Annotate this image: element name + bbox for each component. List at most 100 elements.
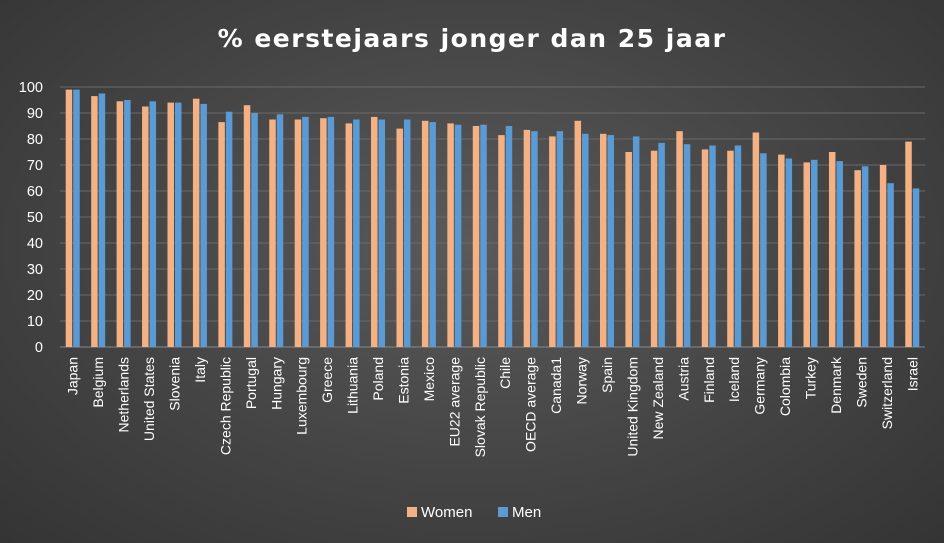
bar-men (582, 133, 589, 347)
x-tick-label: Germany (752, 357, 768, 415)
bar-women (218, 122, 225, 347)
bar-men (632, 136, 640, 347)
bar-women (879, 165, 887, 347)
x-tick-label: Estonia (395, 357, 411, 404)
y-tick-label: 80 (27, 132, 43, 148)
bar-men (73, 89, 80, 347)
y-tick-label: 100 (19, 80, 43, 96)
x-tick-label: Netherlands (116, 357, 132, 433)
x-tick-label: Chile (497, 357, 513, 389)
bar-women (320, 118, 327, 347)
bar-women (574, 120, 582, 347)
x-tick-label: Finland (701, 357, 717, 403)
bar-women (650, 150, 658, 347)
bar-men (760, 153, 767, 347)
bar-women (167, 102, 174, 347)
bar-women (523, 129, 531, 347)
bar-women (116, 101, 124, 347)
bar-men (480, 124, 487, 347)
bar-men (811, 159, 818, 347)
x-tick-label: EU22 average (446, 357, 462, 447)
bar-women (371, 116, 378, 348)
x-tick-label: Slovenia (166, 357, 182, 411)
x-tick-label: United Kingdom (624, 357, 640, 457)
x-tick-label: Poland (370, 357, 386, 401)
legend: Women Men (407, 504, 541, 521)
bar-women (192, 98, 200, 347)
bar-women (91, 96, 98, 347)
y-tick-label: 30 (27, 262, 43, 278)
bar-women (421, 120, 429, 347)
bar-women (243, 105, 251, 347)
bar-men (785, 158, 793, 347)
x-tick-label: Canada1 (548, 357, 564, 414)
legend-label-women: Women (421, 504, 472, 521)
legend-label-men: Men (512, 504, 541, 521)
bar-men (658, 142, 665, 347)
y-tick-label: 50 (27, 210, 43, 226)
x-tick-label: New Zealand (650, 357, 666, 440)
x-tick-label: Austria (675, 357, 691, 401)
y-tick-label: 20 (27, 288, 43, 304)
bar-women (803, 162, 811, 347)
x-tick-label: Belgium (90, 357, 106, 408)
y-tick-label: 40 (27, 236, 43, 252)
bar-women (625, 152, 632, 347)
bar-women (676, 131, 683, 347)
bar-men (98, 93, 106, 347)
bar-women (65, 89, 73, 347)
legend-swatch-men (498, 507, 508, 517)
bar-men (302, 116, 309, 348)
bar-men (454, 124, 462, 347)
x-tick-label: Lithuania (345, 357, 361, 414)
y-tick-label: 10 (27, 314, 43, 330)
bar-women (345, 123, 353, 348)
bar-men (327, 116, 335, 348)
bar-women (854, 170, 861, 347)
y-tick-label: 0 (35, 340, 43, 356)
x-tick-label: Israel (904, 357, 920, 391)
bar-men (836, 161, 843, 347)
x-tick-label: Japan (65, 357, 81, 395)
bar-men (556, 131, 564, 347)
bar-men (734, 145, 742, 347)
legend-swatch-women (407, 507, 417, 517)
bar-men (531, 131, 538, 347)
bar-men (912, 188, 920, 347)
x-tick-label: Slovak Republic (472, 357, 488, 457)
x-tick-label: OECD average (523, 357, 539, 452)
bar-men (505, 126, 513, 347)
y-tick-label: 60 (27, 184, 43, 200)
bar-women (752, 132, 760, 347)
y-axis-ticks: 0 10 20 30 40 50 60 70 80 90 100 (19, 80, 43, 356)
bar-women (828, 152, 836, 347)
bar-women (498, 135, 505, 347)
bar-women (727, 150, 734, 347)
bar-women (447, 123, 454, 348)
bar-women (294, 119, 302, 347)
bar-men (683, 144, 691, 347)
x-tick-label: Italy (192, 357, 208, 383)
bar-men (225, 111, 233, 347)
x-tick-label: Czech Republic (217, 357, 233, 455)
gridlines (60, 86, 925, 348)
x-tick-label: Spain (599, 357, 615, 393)
bar-women (396, 128, 403, 347)
x-tick-label: Greece (319, 357, 335, 403)
x-tick-label: Iceland (726, 357, 742, 402)
x-axis-labels: Japan Belgium Netherlands United States Slov… (65, 356, 921, 457)
bar-women (142, 106, 149, 347)
bar-women (905, 141, 912, 347)
bar-men (378, 119, 386, 347)
bar-men (607, 135, 614, 347)
x-tick-label: Mexico (421, 357, 437, 402)
bar-men (251, 113, 258, 347)
bar-men (174, 102, 182, 347)
y-tick-label: 70 (27, 158, 43, 174)
y-tick-label: 90 (27, 106, 43, 122)
bar-women (599, 133, 607, 347)
x-tick-label: United States (141, 357, 157, 441)
bars (65, 89, 920, 348)
